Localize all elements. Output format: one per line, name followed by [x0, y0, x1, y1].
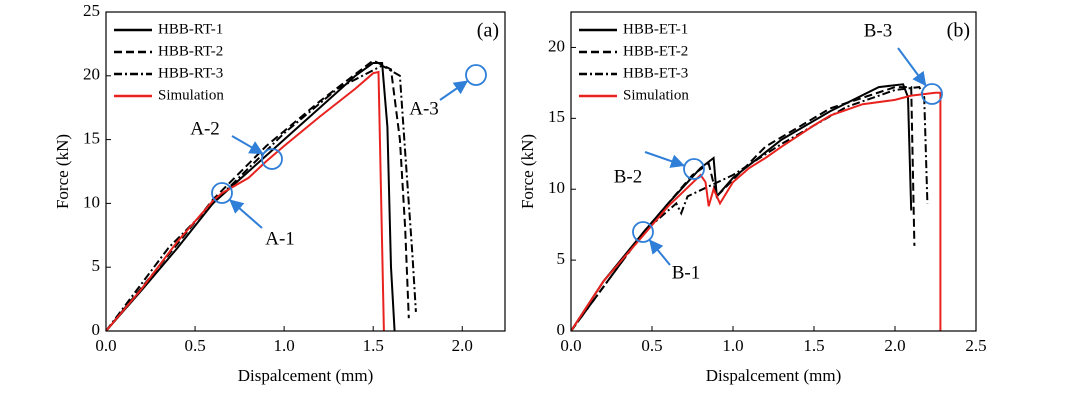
annotation-label: A-1	[265, 228, 295, 249]
panel-label: (b)	[947, 20, 970, 42]
x-axis-label: Dispalcement (mm)	[238, 366, 374, 385]
y-tick-label: 5	[557, 249, 566, 268]
legend-label: HBB-ET-1	[623, 21, 688, 37]
y-tick-label: 0	[557, 320, 566, 339]
annotation-arrow	[231, 135, 264, 155]
y-tick-label: 20	[548, 36, 565, 55]
legend-label: Simulation	[623, 87, 689, 103]
x-tick-label: 2.0	[884, 336, 905, 355]
highlight-circle	[261, 148, 283, 170]
y-tick-label: 20	[83, 65, 100, 84]
data-line	[571, 91, 942, 331]
x-tick-label: 0.0	[95, 336, 116, 355]
y-axis-label: Force (kN)	[518, 134, 537, 209]
x-tick-label: 0.0	[560, 336, 581, 355]
y-tick-label: 25	[83, 1, 100, 20]
annotation-label: A-3	[409, 98, 439, 119]
data-line	[106, 59, 410, 331]
highlight-circle	[211, 182, 233, 204]
data-line	[106, 70, 385, 331]
legend-label: HBB-ET-2	[623, 43, 688, 59]
annotation-label: B-1	[672, 262, 701, 283]
data-line	[571, 86, 929, 331]
x-tick-label: 1.0	[274, 336, 295, 355]
data-line	[106, 64, 417, 331]
y-axis-label: Force (kN)	[53, 134, 72, 209]
data-line	[571, 83, 913, 331]
annotation-label: B-3	[864, 20, 893, 41]
panel-label: (a)	[477, 20, 499, 42]
data-line	[106, 62, 396, 331]
panel: 0.0 0.5 1.0 1.5 2.0 0 5 10 15 20 25 Dispalcement (m…	[53, 1, 506, 385]
y-tick-label: 10	[83, 192, 100, 211]
x-axis-label: Dispalcement (mm)	[706, 366, 842, 385]
x-tick-label: 1.0	[722, 336, 743, 355]
x-tick-label: 0.5	[641, 336, 662, 355]
annotation-arrow	[649, 239, 671, 266]
annotation-arrow	[439, 80, 469, 101]
highlight-circle	[683, 158, 705, 180]
y-tick-label: 10	[548, 178, 565, 197]
legend-label: HBB-RT-2	[158, 43, 223, 59]
y-tick-label: 15	[83, 129, 100, 148]
highlight-circle	[632, 221, 654, 243]
x-tick-label: 0.5	[184, 336, 205, 355]
y-tick-label: 0	[92, 320, 101, 339]
highlight-circle	[921, 83, 943, 105]
annotation-label: A-2	[190, 118, 220, 139]
x-tick-label: 1.5	[363, 336, 384, 355]
x-tick-label: 2.0	[452, 336, 473, 355]
legend-label: Simulation	[158, 87, 224, 103]
data-line	[571, 86, 916, 331]
x-tick-label: 1.5	[803, 336, 824, 355]
legend-label: HBB-RT-1	[158, 21, 223, 37]
y-tick-label: 5	[92, 256, 101, 275]
annotation-label: B-2	[614, 166, 643, 187]
annotation-arrow	[897, 47, 927, 87]
highlight-circle	[465, 64, 487, 86]
plot-frame	[105, 11, 506, 332]
plot-frame	[570, 11, 977, 332]
legend-label: HBB-ET-3	[623, 65, 688, 81]
panel: 0.0 0.5 1.0 1.5 2.0 2.5 0 5 10 15 20 Dispalcement (…	[518, 11, 987, 385]
annotation-arrow	[229, 199, 263, 229]
x-tick-label: 2.5	[965, 336, 986, 355]
legend-label: HBB-RT-3	[158, 65, 223, 81]
y-tick-label: 15	[548, 107, 565, 126]
annotation-arrow	[644, 151, 685, 168]
